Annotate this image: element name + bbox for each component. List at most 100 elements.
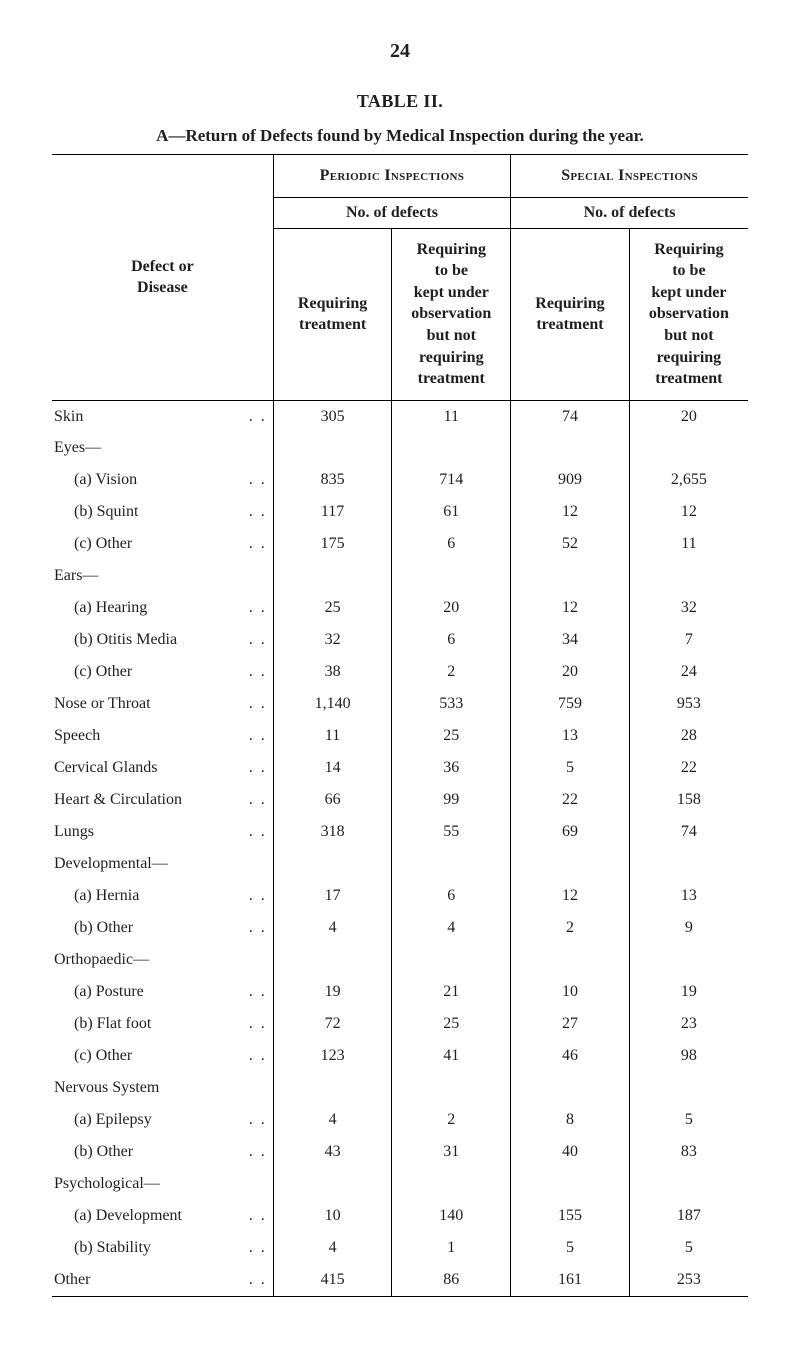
cell-periodic_kept: 41 bbox=[392, 1040, 511, 1072]
col-periodic-no-defects: No. of defects bbox=[273, 197, 510, 228]
cell-special_kept: 187 bbox=[629, 1200, 748, 1232]
cell-periodic_req: 25 bbox=[273, 592, 392, 624]
table-row: (a) Hearing. .25201232 bbox=[52, 592, 748, 624]
cell-periodic_req: 318 bbox=[273, 816, 392, 848]
row-label: Nose or Throat. . bbox=[52, 688, 273, 720]
row-label: Cervical Glands. . bbox=[52, 752, 273, 784]
cell-periodic_kept bbox=[392, 944, 511, 976]
row-label: (a) Epilepsy. . bbox=[52, 1104, 273, 1136]
table-row: Speech. .11251328 bbox=[52, 720, 748, 752]
cell-special_req: 759 bbox=[511, 688, 630, 720]
row-label: Speech. . bbox=[52, 720, 273, 752]
table-body: Skin. .305117420Eyes—(a) Vision. .835714… bbox=[52, 400, 748, 1296]
table-row: (a) Posture. .19211019 bbox=[52, 976, 748, 1008]
cell-special_kept bbox=[629, 1168, 748, 1200]
cell-periodic_kept bbox=[392, 1072, 511, 1104]
row-label: Ears— bbox=[52, 560, 273, 592]
cell-periodic_kept: 1 bbox=[392, 1232, 511, 1264]
cell-special_kept: 5 bbox=[629, 1232, 748, 1264]
col-special-kept: Requiring to be kept under observation b… bbox=[629, 228, 748, 400]
cell-special_req: 52 bbox=[511, 528, 630, 560]
col-special-inspections: Special Inspections bbox=[511, 155, 748, 198]
cell-special_kept: 98 bbox=[629, 1040, 748, 1072]
row-label: Developmental— bbox=[52, 848, 273, 880]
cell-periodic_kept bbox=[392, 432, 511, 464]
col-periodic-req: Requiring treatment bbox=[273, 228, 392, 400]
row-label: (b) Squint. . bbox=[52, 496, 273, 528]
table-row: (b) Stability. .4155 bbox=[52, 1232, 748, 1264]
row-label: (b) Flat foot. . bbox=[52, 1008, 273, 1040]
cell-special_req: 12 bbox=[511, 496, 630, 528]
row-label: (b) Stability. . bbox=[52, 1232, 273, 1264]
cell-periodic_req: 117 bbox=[273, 496, 392, 528]
table-row: (a) Vision. .8357149092,655 bbox=[52, 464, 748, 496]
cell-periodic_req: 305 bbox=[273, 400, 392, 432]
cell-special_req: 5 bbox=[511, 752, 630, 784]
cell-special_req: 22 bbox=[511, 784, 630, 816]
table-row: Other. .41586161253 bbox=[52, 1264, 748, 1296]
cell-special_kept: 953 bbox=[629, 688, 748, 720]
cell-periodic_kept bbox=[392, 848, 511, 880]
table-row: (c) Other. .123414698 bbox=[52, 1040, 748, 1072]
table-row: Developmental— bbox=[52, 848, 748, 880]
defects-table: Defect or Disease Periodic Inspections S… bbox=[52, 154, 748, 1297]
cell-special_req bbox=[511, 944, 630, 976]
cell-special_req: 12 bbox=[511, 880, 630, 912]
cell-periodic_kept: 714 bbox=[392, 464, 511, 496]
row-label: Lungs. . bbox=[52, 816, 273, 848]
cell-periodic_kept: 11 bbox=[392, 400, 511, 432]
cell-periodic_req bbox=[273, 1168, 392, 1200]
cell-periodic_req bbox=[273, 560, 392, 592]
cell-periodic_kept: 31 bbox=[392, 1136, 511, 1168]
cell-special_kept bbox=[629, 432, 748, 464]
cell-special_req: 74 bbox=[511, 400, 630, 432]
row-label: (b) Other. . bbox=[52, 1136, 273, 1168]
cell-special_req: 155 bbox=[511, 1200, 630, 1232]
cell-periodic_req: 1,140 bbox=[273, 688, 392, 720]
cell-special_req: 46 bbox=[511, 1040, 630, 1072]
table-row: Nervous System bbox=[52, 1072, 748, 1104]
cell-periodic_kept: 36 bbox=[392, 752, 511, 784]
row-label: (a) Hernia. . bbox=[52, 880, 273, 912]
cell-periodic_kept: 21 bbox=[392, 976, 511, 1008]
cell-periodic_req: 11 bbox=[273, 720, 392, 752]
row-label: Eyes— bbox=[52, 432, 273, 464]
cell-special_req: 40 bbox=[511, 1136, 630, 1168]
col-defect-or-disease: Defect or Disease bbox=[52, 155, 273, 401]
cell-periodic_kept: 4 bbox=[392, 912, 511, 944]
cell-periodic_req: 72 bbox=[273, 1008, 392, 1040]
cell-special_req: 20 bbox=[511, 656, 630, 688]
table-row: Psychological— bbox=[52, 1168, 748, 1200]
table-row: (a) Epilepsy. .4285 bbox=[52, 1104, 748, 1136]
cell-periodic_kept: 25 bbox=[392, 1008, 511, 1040]
table-row: Skin. .305117420 bbox=[52, 400, 748, 432]
cell-special_kept: 32 bbox=[629, 592, 748, 624]
cell-periodic_req: 10 bbox=[273, 1200, 392, 1232]
cell-periodic_kept: 20 bbox=[392, 592, 511, 624]
cell-periodic_kept: 2 bbox=[392, 1104, 511, 1136]
cell-periodic_req: 32 bbox=[273, 624, 392, 656]
cell-special_kept: 158 bbox=[629, 784, 748, 816]
cell-periodic_kept: 2 bbox=[392, 656, 511, 688]
col-special-req: Requiring treatment bbox=[511, 228, 630, 400]
row-label: Psychological— bbox=[52, 1168, 273, 1200]
cell-special_req: 2 bbox=[511, 912, 630, 944]
table-subtitle: A—Return of Defects found by Medical Ins… bbox=[52, 126, 748, 146]
table-row: (b) Other. .43314083 bbox=[52, 1136, 748, 1168]
col-periodic-kept: Requiring to be kept under observation b… bbox=[392, 228, 511, 400]
cell-periodic_kept: 61 bbox=[392, 496, 511, 528]
table-row: Eyes— bbox=[52, 432, 748, 464]
cell-special_req: 27 bbox=[511, 1008, 630, 1040]
cell-periodic_kept bbox=[392, 560, 511, 592]
cell-periodic_req bbox=[273, 432, 392, 464]
cell-special_kept: 12 bbox=[629, 496, 748, 528]
cell-special_kept: 13 bbox=[629, 880, 748, 912]
row-label: (b) Other. . bbox=[52, 912, 273, 944]
cell-periodic_req: 38 bbox=[273, 656, 392, 688]
row-label: (a) Posture. . bbox=[52, 976, 273, 1008]
table-row: Lungs. .318556974 bbox=[52, 816, 748, 848]
cell-periodic_req: 415 bbox=[273, 1264, 392, 1296]
table-row: (c) Other. .17565211 bbox=[52, 528, 748, 560]
cell-special_kept: 19 bbox=[629, 976, 748, 1008]
cell-special_req: 161 bbox=[511, 1264, 630, 1296]
